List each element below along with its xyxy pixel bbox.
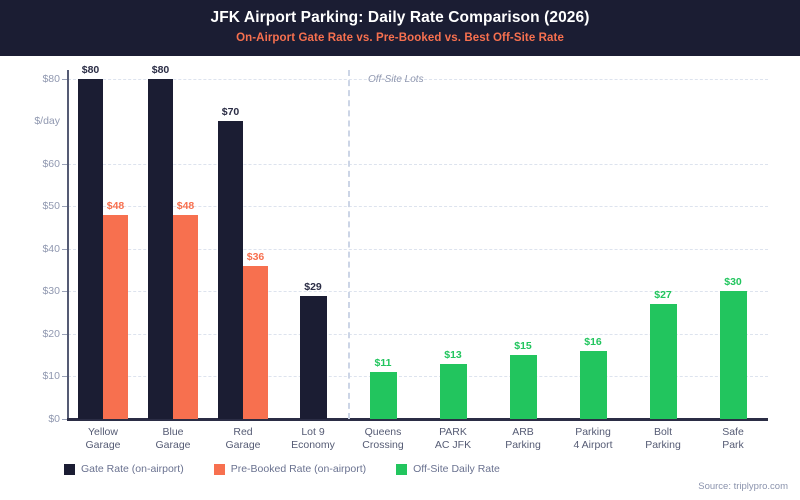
bar-value-label: $11	[374, 357, 392, 370]
bar[interactable]	[103, 214, 128, 419]
x-tick-label-line: PARK	[439, 426, 467, 438]
legend-swatch-icon	[396, 463, 408, 475]
bar[interactable]	[173, 214, 198, 419]
header-band	[0, 0, 800, 56]
bar-value-label: $80	[81, 63, 100, 76]
legend-item[interactable]: Off-Site Daily Rate	[396, 463, 500, 475]
y-tick-mark	[62, 419, 68, 420]
legend-swatch-icon	[64, 463, 75, 475]
x-tick-label-line: Yellow	[88, 426, 118, 438]
bar[interactable]	[369, 372, 397, 419]
y-tick-label: $60	[42, 157, 60, 170]
bar[interactable]	[719, 291, 747, 419]
bar-value-label: $13	[444, 348, 462, 361]
x-tick-label-line: Safe	[722, 426, 744, 438]
x-tick-label: Yellow Garage	[58, 426, 148, 452]
x-tick-label-line: Parking	[645, 439, 681, 451]
x-tick-label-line: Garage	[225, 439, 261, 451]
bar-value-label: $48	[176, 199, 195, 212]
x-tick-label: Bolt Parking	[618, 426, 708, 452]
bar[interactable]	[218, 121, 243, 419]
x-tick-label-line: Lot 9	[301, 426, 325, 438]
bar-value-label: $80	[151, 63, 170, 76]
x-tick-label: Lot 9 Economy	[268, 426, 358, 452]
x-tick-label: Parking 4 Airport	[548, 426, 638, 452]
gridline	[68, 291, 768, 293]
legend-swatch-icon	[213, 463, 225, 475]
offsite-divider-line	[348, 70, 350, 419]
x-tick-label: Red Garage	[198, 426, 288, 452]
x-tick-label: Safe Park	[688, 426, 778, 452]
x-tick-label-line: 4 Airport	[573, 439, 613, 451]
gridline	[68, 78, 768, 80]
y-tick-mark	[62, 376, 68, 378]
bar-value-label: $27	[654, 289, 672, 302]
x-tick-label-line: Parking	[505, 439, 541, 451]
bar-value-label: $16	[584, 335, 602, 348]
legend-label: Off-Site Daily Rate	[413, 463, 500, 475]
x-tick-label-line: Bolt	[653, 426, 673, 438]
y-tick-label: $20	[42, 327, 60, 340]
gridline	[68, 163, 768, 165]
x-tick-label-line: Crossing	[362, 439, 404, 451]
x-tick-label-line: ARB	[512, 426, 534, 438]
y-tick-label: $10	[42, 370, 60, 383]
bar-value-label: $48	[106, 199, 125, 212]
chart-subtitle: On-Airport Gate Rate vs. Pre-Booked vs. …	[236, 32, 564, 44]
bar[interactable]	[148, 78, 173, 419]
bar[interactable]	[649, 304, 677, 419]
x-tick-label-line: Blue	[162, 426, 184, 438]
y-tick-label: $0	[48, 413, 60, 425]
legend-label: Gate Rate (on-airport)	[81, 463, 184, 475]
x-tick-label-line: Economy	[291, 439, 335, 451]
gridline	[68, 333, 768, 335]
x-tick-label-line: AC JFK	[434, 439, 472, 451]
x-tick-label-line: Garage	[85, 439, 121, 451]
gridline	[68, 248, 768, 250]
x-tick-label: ARB Parking	[478, 426, 568, 452]
page-title: JFK Airport Parking: Daily Rate Comparis…	[210, 9, 590, 26]
y-tick-mark	[62, 206, 68, 208]
y-tick-label: $50	[42, 200, 60, 213]
legend-item[interactable]: Gate Rate (on-airport)	[64, 463, 184, 475]
bar[interactable]	[439, 363, 467, 419]
x-tick-label-line: Queens	[364, 426, 402, 438]
bar-value-label: $36	[246, 250, 265, 263]
bar[interactable]	[243, 265, 268, 419]
x-tick-label: PARK AC JFK	[408, 426, 498, 452]
bar-value-label: $30	[724, 276, 742, 289]
x-tick-label-line: Park	[722, 439, 744, 451]
y-axis-line	[67, 70, 69, 419]
bar[interactable]	[78, 78, 103, 419]
y-tick-label: $40	[42, 242, 60, 255]
y-tick-mark	[62, 163, 68, 165]
gridline	[68, 376, 768, 378]
bar-value-label: $29	[304, 280, 322, 293]
bar[interactable]	[509, 355, 537, 419]
y-tick-mark	[62, 248, 68, 250]
y-tick-label: $80	[42, 72, 60, 85]
x-tick-label: Blue Garage	[128, 426, 218, 452]
y-axis-title: $/day	[34, 115, 60, 128]
bar-value-label: $70	[221, 106, 240, 119]
chart-legend: Gate Rate (on-airport) Pre-Booked Rate (o…	[64, 463, 530, 475]
bar-value-label: $15	[514, 340, 532, 353]
x-tick-label-line: Parking	[575, 426, 611, 438]
x-axis-line	[67, 418, 768, 421]
offsite-divider-annotation: Off-Site Lots	[368, 74, 424, 85]
source-note: Source: triplypro.com	[698, 481, 788, 492]
x-tick-label-line: Garage	[155, 439, 191, 451]
bar[interactable]	[579, 350, 607, 419]
legend-item[interactable]: Pre-Booked Rate (on-airport)	[213, 463, 367, 475]
y-tick-mark	[62, 291, 68, 293]
bar[interactable]	[299, 295, 327, 419]
y-tick-mark	[62, 78, 68, 80]
gridline	[68, 206, 768, 208]
x-tick-label-line: Red	[233, 426, 253, 438]
y-tick-mark	[62, 333, 68, 335]
legend-label: Pre-Booked Rate (on-airport)	[230, 463, 367, 475]
y-tick-label: $30	[42, 285, 60, 298]
x-tick-label: Queens Crossing	[338, 426, 428, 452]
